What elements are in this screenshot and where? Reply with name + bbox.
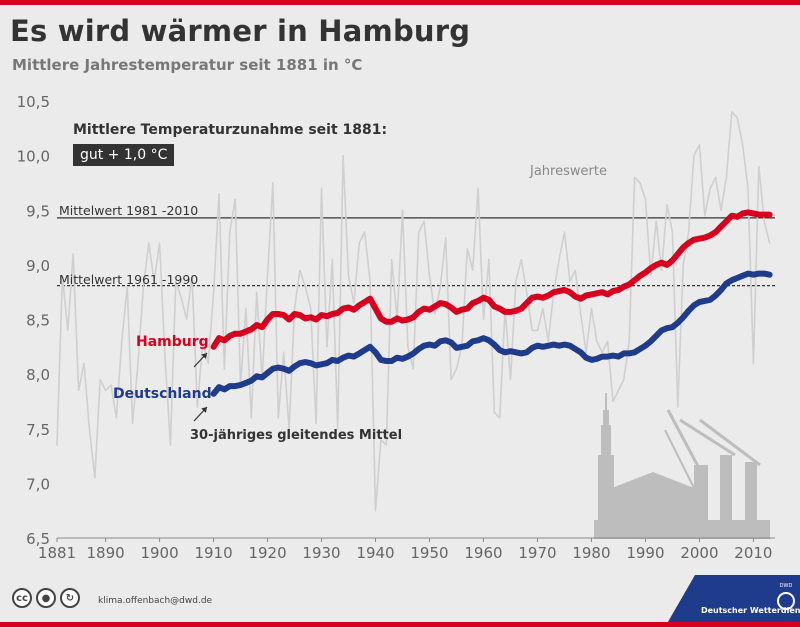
y-tick-label: 10,0	[17, 148, 50, 166]
x-tick-label: 1910	[194, 544, 232, 562]
y-tick-label: 7,0	[26, 475, 50, 493]
hamburg-pointer-arrow-head	[201, 353, 207, 359]
annual-values-label: Jahreswerte	[530, 164, 607, 179]
x-tick-label: 1900	[140, 544, 178, 562]
x-tick-label: 1980	[572, 544, 610, 562]
deutschland-moving-average-line	[210, 270, 773, 397]
x-tick-label: 1930	[302, 544, 340, 562]
x-tick-label: 1920	[248, 544, 286, 562]
footer: cc ● ↻ klima.offenbach@dwd.de Deutscher …	[0, 575, 800, 627]
contact-email: klima.offenbach@dwd.de	[98, 596, 213, 606]
bottom-accent-bar	[0, 622, 800, 627]
dwd-logo-text: DWD	[780, 583, 793, 589]
attribution-icon: ●	[36, 588, 56, 608]
chart-subtitle: Mittlere Jahrestemperatur seit 1881 in °…	[12, 56, 363, 74]
x-tick-label: 1970	[518, 544, 556, 562]
increase-title: Mittlere Temperaturzunahme seit 1881:	[73, 122, 388, 138]
x-tick-label: 2010	[734, 544, 772, 562]
x-tick-label: 1960	[464, 544, 502, 562]
annual-values-line	[56, 111, 771, 512]
y-tick-label: 8,0	[26, 366, 50, 384]
x-tick-label: 1990	[626, 544, 664, 562]
increase-value-box: gut + 1,0 °C	[73, 144, 175, 166]
hamburg-moving-average-line	[210, 209, 773, 350]
reference-1981-label: Mittelwert 1981 -2010	[59, 203, 199, 218]
x-tick-label: 2000	[680, 544, 718, 562]
deutschland-pointer-arrow-head	[201, 407, 207, 413]
x-tick-label: 1940	[356, 544, 394, 562]
x-tick-label: 1890	[86, 544, 124, 562]
plot-group: 6,5 7,0 7,5 8,0 8,5 9,0 9,5 10,0 10,5 1881 1890 190…	[17, 93, 775, 562]
reference-1961-label: Mittelwert 1961 -1990	[59, 272, 199, 287]
top-accent-bar	[0, 0, 800, 5]
moving-average-label: 30-jähriges gleitendes Mittel	[190, 428, 403, 443]
x-tick-label: 1881	[38, 544, 76, 562]
y-tick-label: 9,0	[26, 257, 50, 275]
chart-title: Es wird wärmer in Hamburg	[10, 14, 471, 48]
share-alike-icon: ↻	[60, 588, 80, 608]
harbour-skyline-illustration	[594, 393, 770, 539]
dwd-label: Deutscher Wetterdienst	[701, 606, 800, 615]
hamburg-label: Hamburg	[136, 334, 209, 350]
y-tick-label: 9,5	[26, 202, 50, 220]
y-tick-label: 10,5	[17, 93, 50, 111]
y-tick-label: 6,5	[26, 530, 50, 548]
deutschland-label: Deutschland	[113, 386, 212, 402]
y-tick-label: 7,5	[26, 421, 50, 439]
license-icons: cc ● ↻	[12, 588, 80, 608]
dwd-logo-block: Deutscher Wetterdienst DWD	[665, 575, 800, 627]
x-tick-label: 1950	[410, 544, 448, 562]
cc-icon: cc	[12, 588, 32, 608]
y-tick-label: 8,5	[26, 312, 50, 330]
chart-area: 6,5 7,0 7,5 8,0 8,5 9,0 9,5 10,0 10,5 1881 1890 190…	[17, 93, 775, 562]
increase-value: gut + 1,0 °C	[80, 147, 168, 163]
